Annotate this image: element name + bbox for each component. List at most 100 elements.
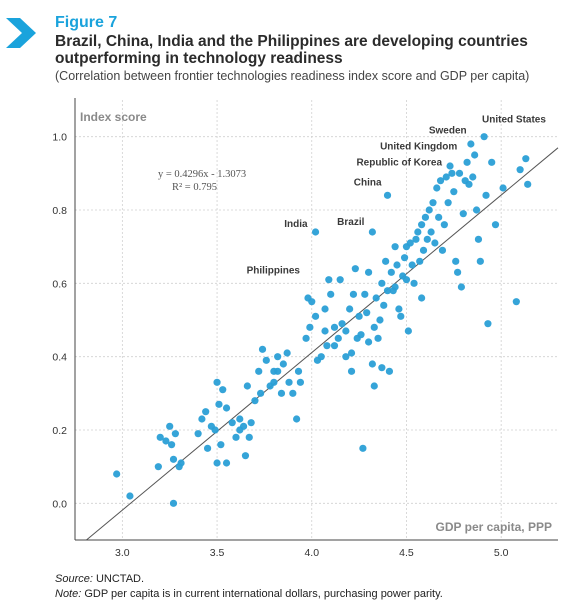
data-point xyxy=(198,415,206,423)
data-point xyxy=(397,312,405,320)
data-point xyxy=(334,334,342,342)
y-tick-label: 0.4 xyxy=(52,352,67,364)
data-point xyxy=(385,367,394,375)
data-point xyxy=(330,342,339,350)
data-point xyxy=(166,422,174,430)
annotation-label: China xyxy=(354,177,382,188)
data-point xyxy=(469,173,477,181)
chevron-right-icon xyxy=(6,18,36,48)
data-point xyxy=(391,243,399,251)
data-point xyxy=(491,221,500,229)
y-axis-label: Index score xyxy=(80,110,147,124)
data-point xyxy=(435,213,443,221)
data-point xyxy=(378,364,386,372)
data-point xyxy=(349,290,358,298)
note-line: Note: GDP per capita is in current inter… xyxy=(55,588,443,600)
data-points xyxy=(113,133,532,507)
data-point xyxy=(400,254,409,262)
data-point xyxy=(177,459,185,467)
data-point xyxy=(480,133,488,141)
data-point xyxy=(433,184,441,192)
data-point xyxy=(370,323,378,331)
data-point xyxy=(321,305,329,313)
data-point xyxy=(436,177,445,185)
data-point xyxy=(374,334,382,342)
data-point xyxy=(325,276,333,284)
data-point xyxy=(431,239,439,247)
data-point xyxy=(283,349,291,357)
data-point xyxy=(203,444,212,452)
data-point xyxy=(194,430,202,438)
annotation-label: Philippines xyxy=(247,266,301,277)
data-point xyxy=(355,312,363,320)
data-point xyxy=(338,320,346,328)
data-point xyxy=(444,199,452,207)
data-point xyxy=(217,441,225,449)
data-point xyxy=(361,290,369,298)
data-point xyxy=(202,408,210,416)
data-point xyxy=(351,265,359,273)
data-point xyxy=(289,389,297,397)
annotation-label: Republic of Korea xyxy=(356,157,442,168)
data-point xyxy=(372,294,380,302)
y-tick-label: 1.0 xyxy=(52,132,67,144)
data-point xyxy=(213,378,221,386)
annotation-label: India xyxy=(284,219,308,230)
data-point xyxy=(395,305,403,313)
data-point xyxy=(476,257,484,265)
data-point xyxy=(368,228,376,236)
data-point xyxy=(156,433,164,441)
data-point xyxy=(524,180,532,188)
data-point xyxy=(410,279,418,287)
data-point xyxy=(257,389,265,397)
data-point xyxy=(113,470,121,478)
data-point xyxy=(285,378,293,386)
grid-lines xyxy=(75,100,558,540)
data-point xyxy=(516,166,524,174)
data-point xyxy=(342,353,350,361)
x-tick-label: 4.5 xyxy=(399,547,414,559)
data-point xyxy=(363,309,371,317)
source-label: Source: xyxy=(55,573,93,585)
data-point xyxy=(382,257,390,265)
data-point xyxy=(336,276,344,284)
data-point xyxy=(327,290,335,298)
data-point xyxy=(423,235,431,243)
data-point xyxy=(512,298,520,306)
annotation-label: Sweden xyxy=(429,126,467,137)
data-point xyxy=(294,367,303,375)
data-point xyxy=(232,433,240,441)
data-point xyxy=(311,228,320,236)
data-point xyxy=(317,353,325,361)
data-point xyxy=(454,268,462,276)
data-point xyxy=(393,261,401,269)
x-axis-label: GDP per capita, PPP xyxy=(436,520,553,534)
data-point xyxy=(446,162,454,170)
data-point xyxy=(376,316,384,324)
data-point xyxy=(222,404,231,412)
data-point xyxy=(364,268,373,276)
figure-label: Figure 7 xyxy=(55,14,118,31)
data-point xyxy=(347,367,356,375)
data-point xyxy=(251,397,259,405)
data-point xyxy=(429,199,437,207)
data-point xyxy=(357,331,365,339)
data-point xyxy=(255,367,263,375)
data-point xyxy=(236,426,244,434)
data-point xyxy=(416,257,424,265)
data-point xyxy=(293,415,301,423)
data-point xyxy=(330,323,339,331)
data-point xyxy=(262,356,270,364)
data-point xyxy=(277,389,286,397)
data-point xyxy=(419,246,428,254)
data-point xyxy=(418,294,426,302)
data-point xyxy=(323,342,331,350)
data-point xyxy=(274,353,282,361)
data-point xyxy=(459,210,467,218)
data-point xyxy=(391,283,399,291)
data-point xyxy=(306,323,314,331)
data-point xyxy=(387,268,395,276)
data-point xyxy=(472,206,481,214)
data-point xyxy=(427,228,435,236)
data-point xyxy=(154,463,162,471)
